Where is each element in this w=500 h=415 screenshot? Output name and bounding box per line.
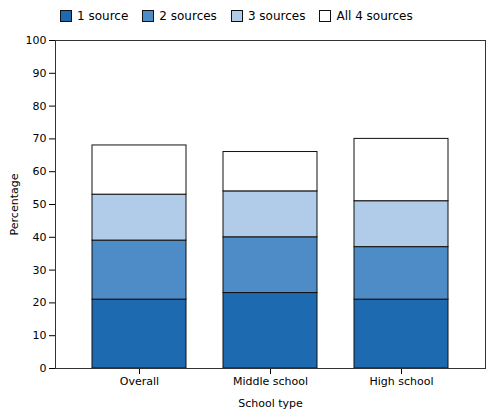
svg-text:Overall: Overall [120, 375, 159, 388]
html-text:1 source: 1 source [77, 9, 129, 23]
svg-text:Middle school: Middle school [233, 375, 308, 388]
svg-text:Percentage: Percentage [8, 173, 21, 235]
svg-text:100: 100 [26, 34, 47, 47]
svg-text:60: 60 [33, 165, 47, 178]
html-text:2 sources: 2 sources [159, 9, 217, 23]
svg-text:40: 40 [33, 231, 47, 244]
svg-text:0: 0 [40, 362, 47, 375]
svg-text:High school: High school [369, 375, 433, 388]
svg-text:50: 50 [33, 198, 47, 211]
svg-text:90: 90 [33, 67, 47, 80]
svg-text:30: 30 [33, 264, 47, 277]
html-text:3 sources: 3 sources [247, 9, 306, 23]
html-text:All 4 sources: All 4 sources [336, 9, 413, 23]
svg-text:10: 10 [33, 329, 47, 342]
svg-text:School type: School type [238, 397, 303, 410]
svg-text:70: 70 [33, 132, 47, 145]
svg-text:80: 80 [33, 100, 47, 113]
svg-text:20: 20 [33, 296, 47, 309]
